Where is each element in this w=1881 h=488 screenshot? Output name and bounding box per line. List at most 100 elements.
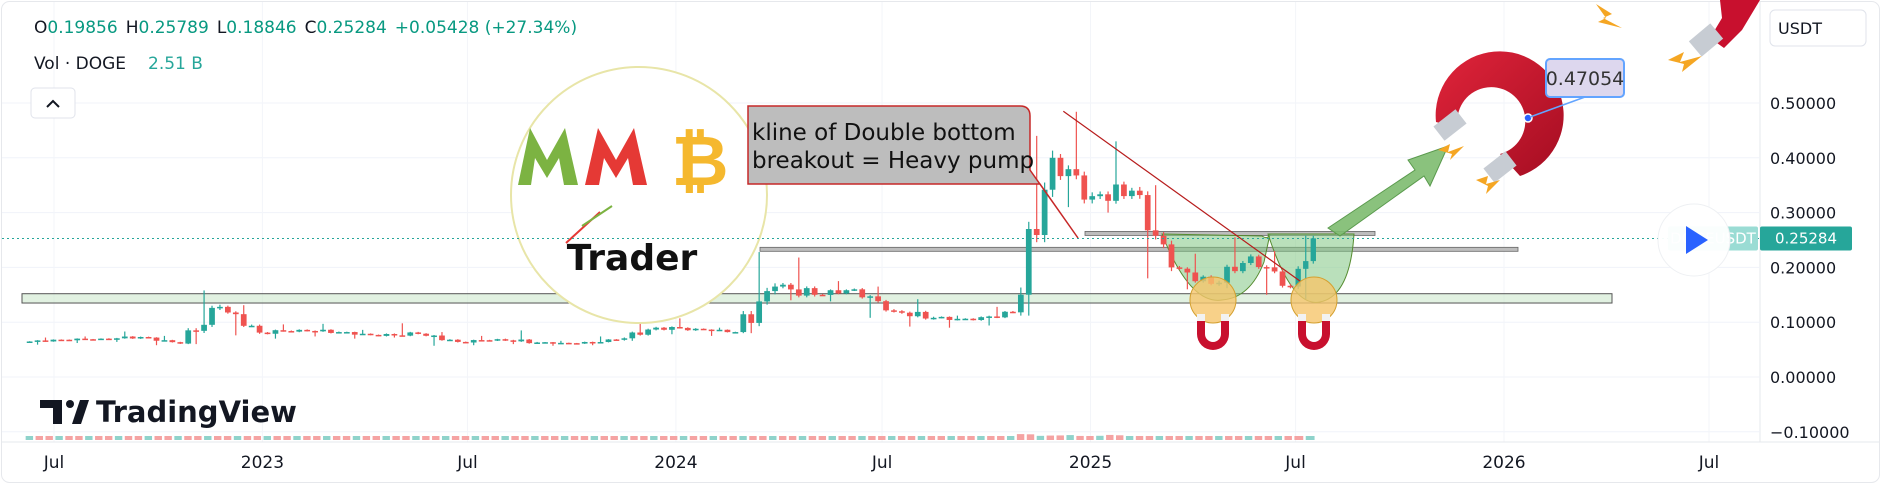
candle-body[interactable] [399,335,406,337]
candle-body[interactable] [248,325,255,328]
candle-body[interactable] [82,338,89,341]
candle-body[interactable] [42,340,49,342]
candle-body[interactable] [1073,169,1080,176]
candle-body[interactable] [859,289,866,298]
candle-body[interactable] [98,338,104,341]
candle-body[interactable] [819,294,826,297]
candle-body[interactable] [1152,230,1159,236]
candle-body[interactable] [1310,238,1316,262]
candle-body[interactable] [1065,169,1072,177]
candle-body[interactable] [772,286,778,292]
candle-body[interactable] [486,340,493,342]
candle-body[interactable] [1160,235,1167,245]
candle-body[interactable] [1097,194,1104,197]
price-tick-label[interactable]: 0.20000 [1770,258,1836,277]
candle-body[interactable] [1144,195,1151,231]
candle-body[interactable] [827,290,834,295]
candle-body[interactable] [1105,194,1111,201]
candle-body[interactable] [470,340,477,343]
candle-body[interactable] [58,339,65,342]
candle-body[interactable] [962,318,969,321]
candle-body[interactable] [113,338,120,340]
candle-body[interactable] [1113,184,1119,201]
candle-body[interactable] [240,314,247,326]
candle-body[interactable] [280,330,287,332]
candle-body[interactable] [1041,189,1048,236]
candle-body[interactable] [26,341,33,343]
candle-body[interactable] [375,334,382,337]
price-tick-label[interactable]: −0.10000 [1770,423,1850,442]
candle-body[interactable] [835,290,842,294]
candle-body[interactable] [106,338,112,341]
candle-body[interactable] [1081,175,1088,200]
candle-body[interactable] [875,296,881,302]
candle-body[interactable] [732,332,739,334]
candle-body[interactable] [550,342,556,344]
candle-body[interactable] [1232,266,1238,272]
candle-body[interactable] [439,335,445,341]
candle-body[interactable] [1279,271,1286,286]
time-tick-label[interactable]: Jul [871,453,893,473]
candle-body[interactable] [1128,190,1135,197]
candle-body[interactable] [565,342,572,345]
candle-body[interactable] [637,332,644,335]
candle-body[interactable] [1010,311,1016,314]
candle-body[interactable] [930,317,937,320]
candle-body[interactable] [407,332,414,336]
price-tick-label[interactable]: 0.10000 [1770,313,1836,332]
candle-body[interactable] [542,342,548,344]
candle-body[interactable] [883,301,889,311]
candle-body[interactable] [90,339,96,341]
candle-body[interactable] [589,341,596,344]
price-tick-label[interactable]: 0.30000 [1770,204,1836,223]
candle-body[interactable] [653,327,659,330]
candle-body[interactable] [1176,267,1183,269]
candle-body[interactable] [129,336,136,339]
candle-body[interactable] [1017,294,1024,313]
candle-body[interactable] [66,339,73,342]
candle-body[interactable] [137,336,144,339]
candle-body[interactable] [716,329,723,332]
candle-body[interactable] [415,332,422,334]
candle-body[interactable] [423,333,429,336]
candle-body[interactable] [645,329,652,335]
candle-body[interactable] [621,338,628,340]
candle-body[interactable] [780,284,786,287]
candle-body[interactable] [343,332,350,334]
candle-body[interactable] [169,340,176,343]
candle-body[interactable] [938,316,945,319]
price-tick-label[interactable]: 0.00000 [1770,368,1836,387]
candle-body[interactable] [328,329,334,333]
candle-body[interactable] [256,325,263,333]
candle-body[interactable] [462,341,469,344]
time-tick-label[interactable]: Jul [43,453,65,473]
candle-body[interactable] [605,339,612,343]
candle-body[interactable] [383,334,390,336]
candle-body[interactable] [1033,228,1040,236]
candle-body[interactable] [510,340,517,342]
candle-body[interactable] [153,337,160,341]
candle-body[interactable] [676,327,683,329]
candle-body[interactable] [478,340,485,342]
price-tick-label[interactable]: 0.50000 [1770,94,1836,113]
candle-body[interactable] [1168,244,1175,268]
candle-body[interactable] [502,339,509,341]
price-axis[interactable]: 0.50000 0.40000 0.30000 0.20000 0.10000 0.000… [1770,94,1850,442]
candle-body[interactable] [209,307,215,325]
candle-body[interactable] [185,330,192,344]
candle-body[interactable] [994,316,1000,318]
candle-body[interactable] [756,301,763,323]
candle-body[interactable] [1057,157,1064,177]
currency-button[interactable]: USDT [1769,9,1867,47]
candle-body[interactable] [851,289,858,291]
candle-body[interactable] [684,327,691,331]
candle-body[interactable] [1295,268,1301,287]
candle-body[interactable] [367,333,374,336]
candle-body[interactable] [1136,190,1143,196]
candle-body[interactable] [431,335,437,338]
candle-body[interactable] [597,342,604,344]
candle-body[interactable] [843,290,850,294]
candle-body[interactable] [692,328,699,331]
candle-body[interactable] [494,339,501,341]
time-tick-label[interactable]: 2026 [1482,453,1525,473]
